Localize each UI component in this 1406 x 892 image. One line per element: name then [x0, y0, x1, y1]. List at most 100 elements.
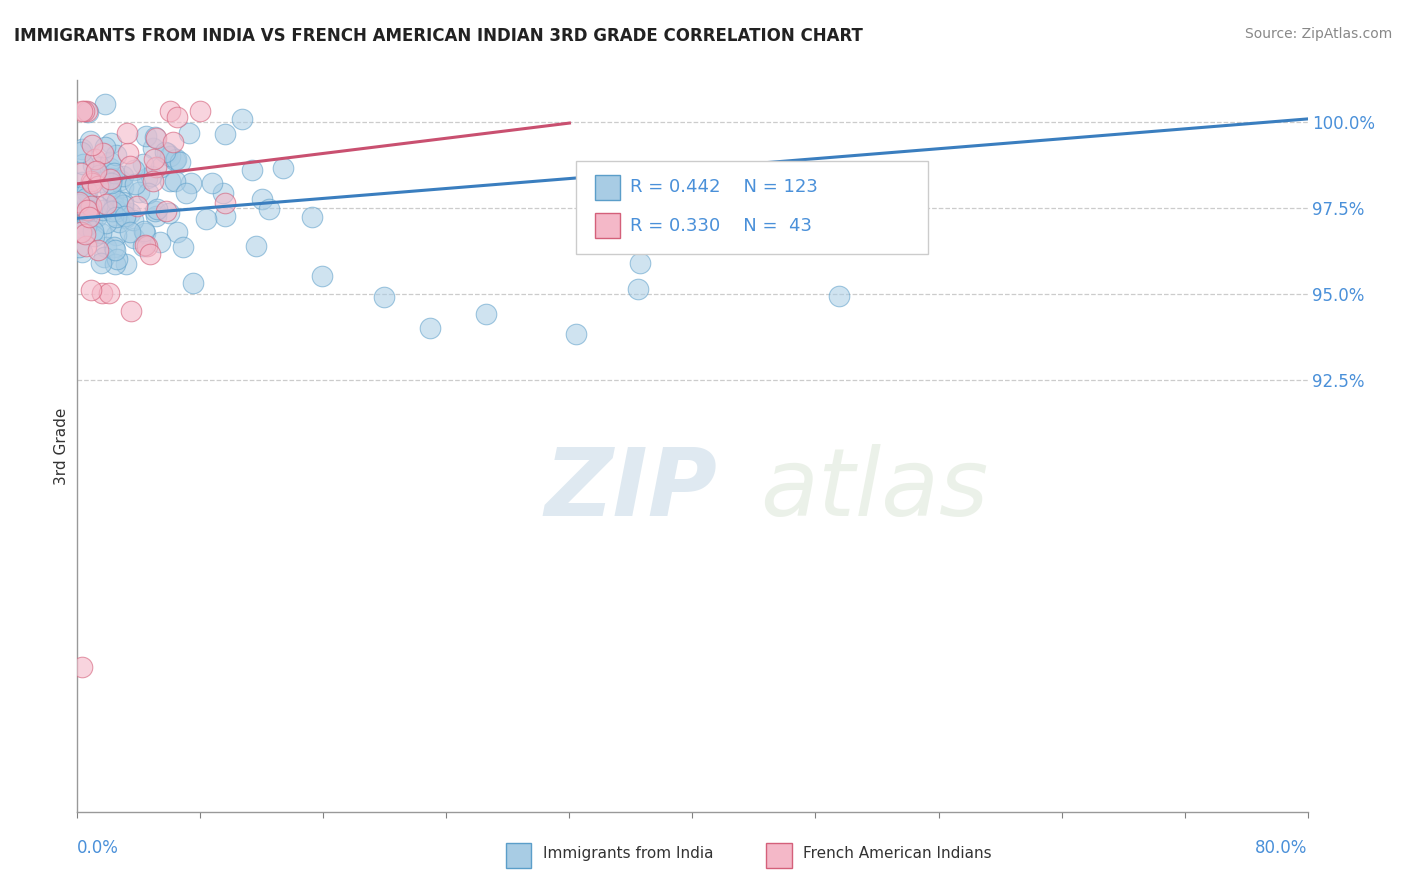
Point [121, 213, 143, 227]
Point [301, 210, 323, 224]
Point [70, 225, 93, 239]
Point [145, 203, 167, 218]
Text: Source: ZipAtlas.com: Source: ZipAtlas.com [1244, 27, 1392, 41]
Point [67, 197, 90, 211]
Text: atlas: atlas [761, 444, 988, 535]
Point [145, 131, 167, 145]
Point [75, 219, 97, 233]
Point [100, 204, 122, 219]
Point [166, 110, 188, 124]
Point [70, 223, 93, 237]
Point [75, 227, 97, 242]
Point [114, 209, 136, 223]
Point [250, 192, 273, 206]
Point [83, 228, 105, 243]
Point [76, 202, 98, 217]
Point [231, 112, 253, 127]
Point [91, 286, 114, 301]
Point [214, 209, 236, 223]
Point [105, 252, 128, 267]
Point [149, 235, 172, 249]
Point [214, 196, 236, 211]
Point [105, 228, 128, 243]
Point [122, 231, 145, 245]
Point [628, 256, 651, 270]
Point [89, 169, 111, 183]
Point [79, 199, 101, 213]
Point [91, 202, 114, 217]
Point [111, 198, 134, 212]
Point [100, 170, 122, 185]
Point [82, 224, 104, 238]
Point [155, 203, 177, 218]
Point [77, 203, 100, 218]
Point [149, 161, 172, 175]
Point [76, 185, 98, 199]
Point [108, 173, 131, 187]
Text: R = 0.442    N = 123: R = 0.442 N = 123 [630, 178, 818, 196]
Point [142, 174, 165, 188]
Point [138, 246, 160, 260]
Point [214, 128, 236, 142]
Point [69, 145, 91, 159]
Point [156, 145, 179, 160]
Point [179, 126, 201, 140]
Point [70, 175, 93, 189]
Point [69, 225, 91, 239]
Point [94, 216, 117, 230]
Point [122, 162, 145, 177]
Point [89, 175, 111, 189]
Point [136, 171, 159, 186]
Point [128, 186, 150, 200]
Point [67, 194, 90, 209]
Point [159, 149, 181, 163]
Point [70, 660, 93, 674]
Point [86, 243, 108, 257]
Point [69, 166, 91, 180]
Point [100, 176, 122, 190]
Point [111, 169, 134, 184]
Point [115, 257, 138, 271]
Text: 0.0%: 0.0% [77, 839, 120, 857]
Point [112, 194, 135, 209]
Point [82, 214, 104, 228]
Point [98, 161, 121, 175]
Point [80, 283, 103, 297]
Point [142, 152, 165, 166]
Point [80, 176, 103, 190]
Point [159, 174, 181, 188]
Point [75, 239, 97, 253]
Point [124, 177, 146, 191]
Point [70, 142, 93, 156]
Point [89, 226, 111, 240]
Point [86, 199, 108, 213]
Point [75, 184, 97, 198]
Point [108, 215, 131, 229]
Point [118, 225, 141, 239]
Point [67, 239, 90, 253]
Point [104, 211, 127, 225]
Point [120, 159, 142, 173]
Point [87, 160, 110, 174]
Point [70, 104, 93, 119]
Point [117, 145, 139, 160]
Point [166, 226, 188, 240]
Point [132, 224, 155, 238]
Point [93, 250, 115, 264]
Point [69, 190, 91, 204]
Text: Immigrants from India: Immigrants from India [543, 847, 713, 861]
Point [627, 283, 650, 297]
Point [188, 104, 211, 119]
Point [108, 202, 131, 216]
Text: IMMIGRANTS FROM INDIA VS FRENCH AMERICAN INDIAN 3RD GRADE CORRELATION CHART: IMMIGRANTS FROM INDIA VS FRENCH AMERICAN… [14, 27, 863, 45]
Point [419, 320, 441, 334]
Point [100, 136, 122, 150]
Point [135, 128, 157, 143]
Point [101, 190, 124, 204]
Point [73, 104, 96, 119]
Point [373, 290, 395, 304]
Point [474, 308, 496, 322]
Point [75, 202, 97, 217]
Point [84, 164, 107, 178]
Point [114, 211, 136, 226]
